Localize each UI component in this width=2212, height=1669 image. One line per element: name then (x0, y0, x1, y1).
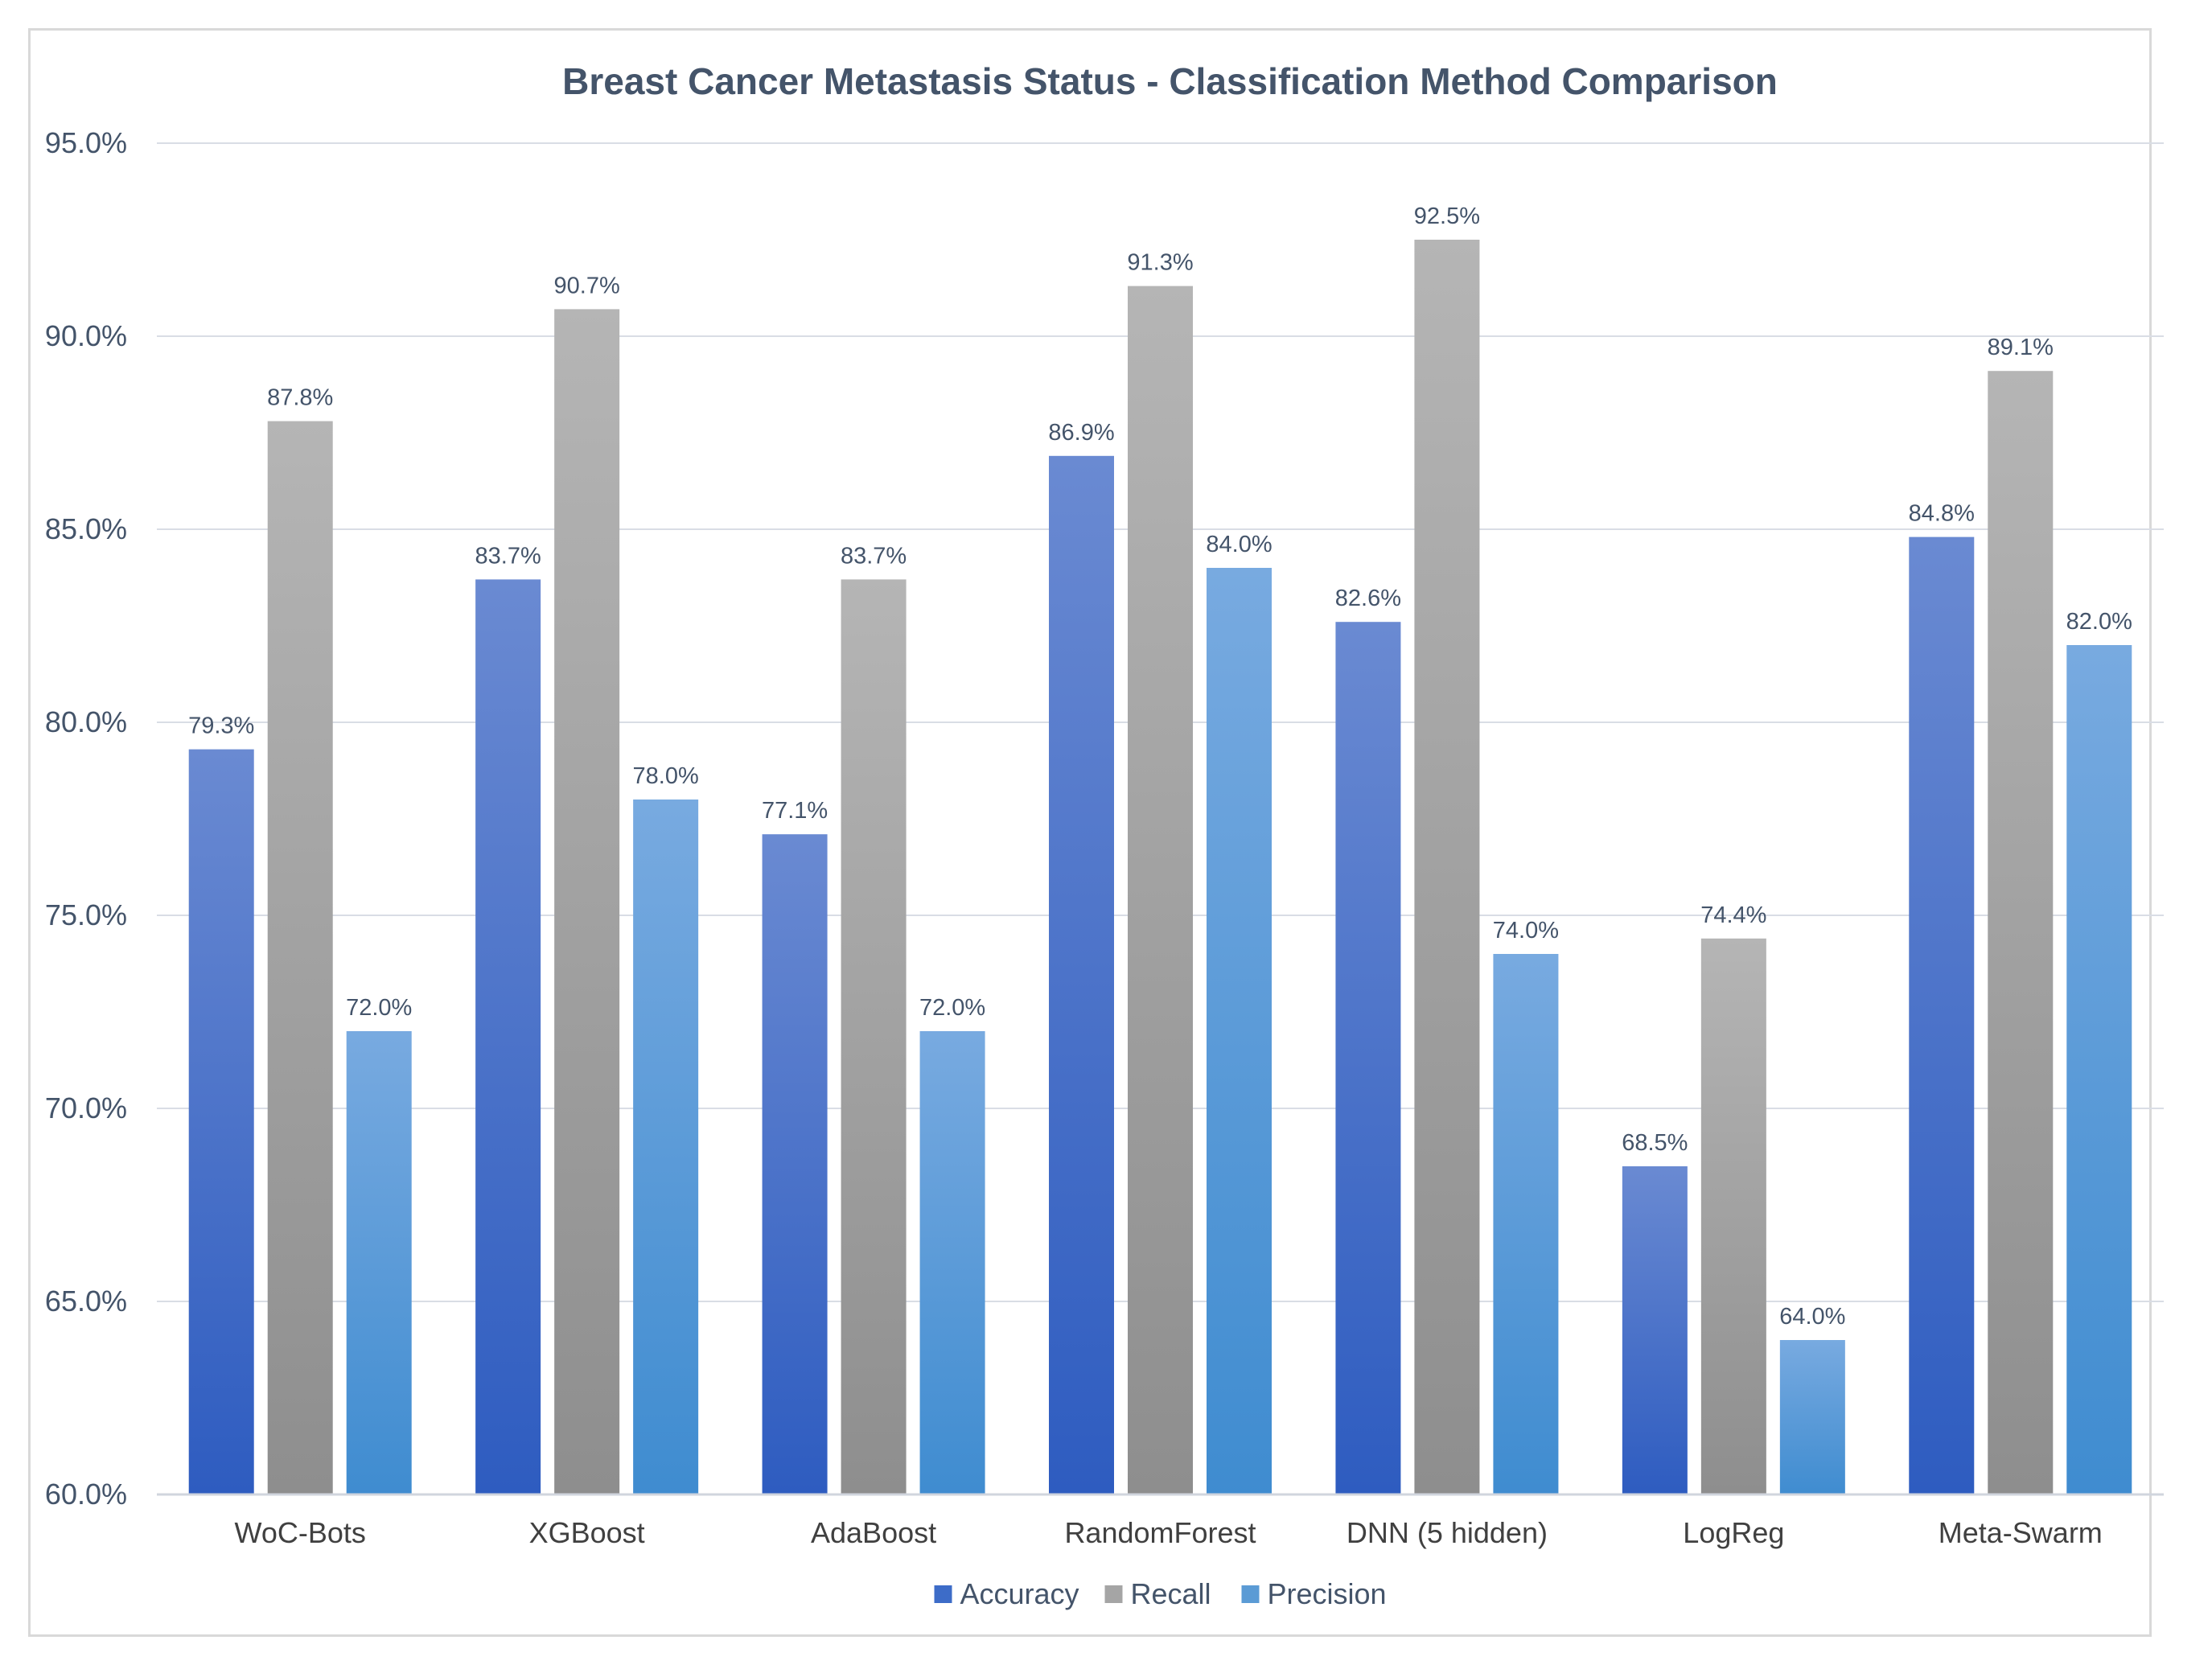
y-tick-label: 70.0% (45, 1091, 127, 1124)
x-category-label: AdaBoost (811, 1516, 936, 1549)
data-label-accuracy: 79.3% (188, 713, 254, 739)
y-axis-tick-labels: 60.0% 65.0% 70.0% 75.0% 80.0% 85.0% 90.0% 95.0% (45, 126, 127, 1511)
y-tick-label: 85.0% (45, 512, 127, 545)
bar-recall (1414, 240, 1480, 1494)
data-label-precision: 82.0% (2066, 609, 2132, 635)
data-label-accuracy: 77.1% (762, 798, 828, 824)
data-label-recall: 90.7% (554, 273, 620, 298)
bar-precision (346, 1031, 412, 1494)
x-axis-category-labels: WoC-Bots XGBoost AdaBoost RandomForest DNN (… (235, 1516, 2103, 1549)
x-category-label: WoC-Bots (235, 1516, 366, 1549)
bar-precision (1207, 568, 1272, 1494)
bar-recall (267, 421, 333, 1494)
y-tick-label: 75.0% (45, 898, 127, 931)
x-category-label: RandomForest (1064, 1516, 1256, 1549)
x-category-label: LogReg (1683, 1516, 1784, 1549)
bar-accuracy (1335, 622, 1401, 1495)
bar-accuracy (1909, 536, 1975, 1494)
legend-label: Precision (1268, 1577, 1387, 1610)
bar-accuracy (188, 749, 254, 1494)
bar-accuracy (475, 579, 541, 1494)
data-label-recall: 92.5% (1414, 203, 1480, 229)
data-label-accuracy: 86.9% (1048, 420, 1114, 446)
data-label-recall: 89.1% (1988, 335, 2054, 360)
x-category-label: DNN (5 hidden) (1347, 1516, 1548, 1549)
bars (188, 240, 2132, 1495)
y-tick-label: 90.0% (45, 319, 127, 352)
data-label-precision: 64.0% (1779, 1304, 1845, 1330)
x-category-label: Meta-Swarm (1939, 1516, 2103, 1549)
bar-recall (554, 309, 620, 1494)
bar-precision (1779, 1340, 1845, 1494)
legend-swatch (934, 1585, 952, 1603)
y-tick-label: 60.0% (45, 1478, 127, 1511)
bar-accuracy (762, 834, 828, 1494)
bar-precision (919, 1031, 985, 1494)
legend-swatch (1241, 1585, 1260, 1603)
bar-precision (2066, 645, 2132, 1494)
data-labels: 79.3% 87.8% 72.0% 83.7% 90.7% 78.0% 77.1% 83.7%… (188, 203, 2132, 1330)
y-tick-label: 95.0% (45, 126, 127, 159)
data-label-precision: 72.0% (919, 995, 985, 1021)
data-label-accuracy: 84.8% (1909, 501, 1975, 527)
bar-precision (633, 800, 699, 1494)
legend-swatch (1104, 1585, 1123, 1603)
bar-recall (841, 579, 907, 1494)
y-tick-label: 65.0% (45, 1285, 127, 1318)
data-label-precision: 74.0% (1493, 918, 1559, 943)
data-label-recall: 87.8% (267, 385, 333, 411)
data-label-recall: 91.3% (1127, 250, 1193, 276)
legend-label: Recall (1131, 1577, 1211, 1610)
x-category-label: XGBoost (529, 1516, 645, 1549)
bar-recall (1128, 286, 1193, 1495)
data-label-accuracy: 68.5% (1622, 1130, 1688, 1156)
data-label-recall: 74.4% (1700, 902, 1766, 928)
legend-item-precision: Precision (1241, 1577, 1387, 1610)
y-tick-label: 80.0% (45, 705, 127, 738)
data-label-accuracy: 83.7% (475, 543, 541, 569)
data-label-accuracy: 82.6% (1335, 586, 1401, 611)
legend-item-accuracy: Accuracy (934, 1577, 1079, 1610)
legend-label: Accuracy (960, 1577, 1079, 1610)
data-label-recall: 83.7% (841, 543, 907, 569)
chart-title: Breast Cancer Metastasis Status - Classi… (562, 60, 1778, 102)
bar-recall (1700, 938, 1766, 1494)
data-label-precision: 84.0% (1206, 532, 1272, 557)
bar-recall (1988, 371, 2054, 1495)
legend-item-recall: Recall (1104, 1577, 1211, 1610)
data-label-precision: 78.0% (633, 763, 699, 789)
bar-precision (1493, 954, 1559, 1494)
data-label-precision: 72.0% (346, 995, 412, 1021)
legend: Accuracy Recall Precision (934, 1577, 1387, 1610)
bar-accuracy (1049, 455, 1114, 1494)
bar-accuracy (1622, 1166, 1688, 1494)
